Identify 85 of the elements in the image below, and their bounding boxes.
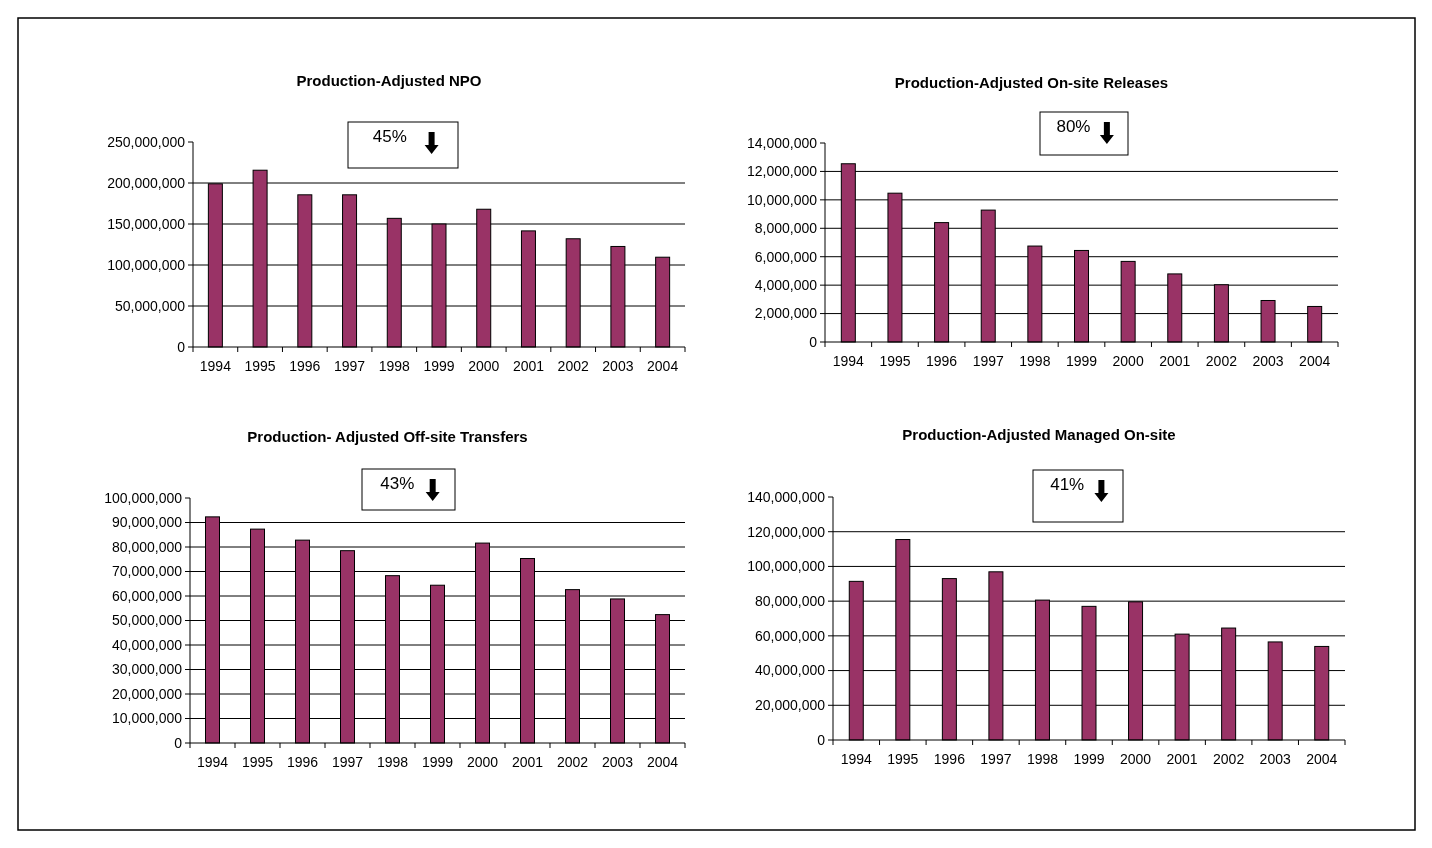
x-tick-label: 2004: [1299, 353, 1331, 369]
y-tick-label: 10,000,000: [746, 191, 818, 208]
x-tick-label: 2003: [1259, 751, 1291, 767]
x-tick-label: 2001: [511, 754, 544, 770]
text: 80%: [1056, 117, 1091, 136]
x-tick-label: 2000: [1112, 353, 1144, 369]
y-tick-label: 40,000,000: [754, 662, 826, 679]
x-tick-label: 1994: [199, 358, 232, 374]
x-tick-label: 1998: [1019, 353, 1051, 369]
x-tick-label: 1998: [1026, 751, 1059, 767]
y-tick-label: 2,000,000: [754, 305, 818, 322]
x-tick-label: 2000: [1119, 751, 1152, 767]
y-tick-label: 140,000,000: [747, 488, 826, 505]
y-tick-label: 50,000,000: [111, 612, 183, 629]
y-tick-label: 0: [809, 333, 818, 350]
y-tick-label: 90,000,000: [111, 514, 183, 531]
y-tick-label: 100,000,000: [104, 489, 183, 506]
x-tick-label: 1995: [887, 751, 919, 767]
x-tick-label: 2004: [646, 754, 679, 770]
x-tick-label: 1995: [879, 353, 911, 369]
y-tick-label: 250,000,000: [107, 133, 186, 150]
y-tick-label: 20,000,000: [754, 697, 826, 714]
x-tick-label: 1995: [241, 754, 274, 770]
x-tick-label: 1996: [289, 358, 321, 374]
y-tick-label: 40,000,000: [111, 636, 183, 653]
x-tick-label: 1997: [331, 754, 364, 770]
text: 43%: [380, 474, 415, 493]
chart-title: Production-Adjusted On-site Releases: [894, 74, 1169, 91]
y-tick-label: 8,000,000: [754, 220, 818, 237]
y-tick-label: 20,000,000: [111, 685, 183, 702]
y-tick-label: 200,000,000: [107, 174, 186, 191]
x-tick-label: 1998: [376, 754, 409, 770]
annotation: 45%: [372, 127, 407, 146]
x-tick-label: 2001: [512, 358, 545, 374]
x-tick-label: 2002: [1213, 751, 1245, 767]
y-tick-label: 100,000,000: [747, 558, 826, 575]
x-tick-label: 1999: [423, 358, 455, 374]
x-tick-label: 1994: [832, 353, 865, 369]
y-tick-label: 100,000,000: [107, 256, 186, 273]
x-tick-label: 1994: [840, 751, 873, 767]
y-tick-label: 50,000,000: [114, 297, 186, 314]
x-tick-label: 2002: [556, 754, 589, 770]
y-tick-label: 0: [817, 731, 826, 748]
y-tick-label: 6,000,000: [754, 248, 818, 265]
x-tick-label: 1996: [933, 751, 966, 767]
x-tick-label: 1997: [333, 358, 366, 374]
x-tick-label: 2002: [557, 358, 589, 374]
y-tick-label: 0: [174, 734, 183, 751]
y-tick-label: 0: [177, 338, 186, 355]
x-tick-label: 2004: [1306, 751, 1338, 767]
y-tick-label: 150,000,000: [107, 215, 186, 232]
y-tick-label: 60,000,000: [111, 587, 183, 604]
y-tick-label: 60,000,000: [754, 627, 826, 644]
x-tick-label: 2002: [1205, 353, 1238, 369]
x-tick-label: 1998: [378, 358, 411, 374]
chart-title: Production- Adjusted Off-site Transfers: [247, 428, 528, 445]
y-tick-label: 80,000,000: [111, 538, 183, 555]
x-tick-label: 1997: [980, 751, 1012, 767]
y-tick-label: 120,000,000: [747, 523, 826, 540]
x-tick-label: 2001: [1159, 353, 1191, 369]
x-tick-label: 2003: [602, 358, 634, 374]
x-tick-label: 1996: [926, 353, 958, 369]
y-tick-label: 70,000,000: [111, 563, 183, 580]
x-tick-label: 1994: [196, 754, 229, 770]
x-tick-label: 1999: [421, 754, 454, 770]
y-tick-label: 12,000,000: [746, 163, 818, 180]
chart-title: Production-Adjusted NPO: [296, 72, 482, 89]
y-tick-label: 80,000,000: [754, 593, 826, 610]
x-tick-label: 2003: [1252, 353, 1284, 369]
x-tick-label: 2004: [647, 358, 679, 374]
y-tick-label: 4,000,000: [754, 277, 818, 294]
x-tick-label: 1999: [1065, 353, 1098, 369]
y-tick-label: 30,000,000: [111, 661, 183, 678]
x-tick-label: 1999: [1073, 751, 1105, 767]
x-tick-label: 1997: [972, 353, 1005, 369]
text: 41%: [1050, 475, 1085, 494]
chart-title: Production-Adjusted Managed On-site: [902, 426, 1176, 443]
x-tick-label: 2000: [468, 358, 500, 374]
x-tick-label: 2000: [466, 754, 499, 770]
x-tick-label: 1996: [286, 754, 319, 770]
x-tick-label: 2001: [1166, 751, 1198, 767]
x-tick-label: 1995: [244, 358, 276, 374]
y-tick-label: 10,000,000: [111, 710, 183, 727]
y-tick-label: 14,000,000: [746, 134, 818, 151]
x-tick-label: 2003: [601, 754, 634, 770]
